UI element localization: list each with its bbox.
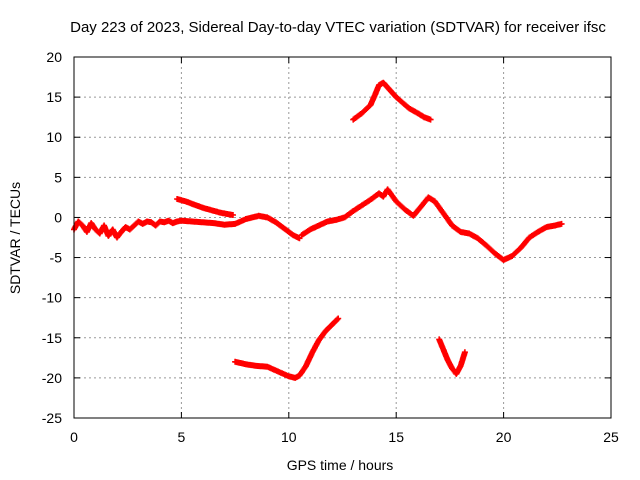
y-tick-label: -15	[42, 330, 62, 346]
x-tick-label: 0	[70, 429, 78, 445]
y-tick-label: 10	[46, 129, 62, 145]
series-arc-main-late	[298, 186, 565, 263]
series-markers	[174, 196, 236, 218]
y-tick-label: 5	[54, 169, 62, 185]
x-tick-label: 10	[281, 429, 297, 445]
y-tick-label: -10	[42, 290, 62, 306]
y-tick-label: -20	[42, 370, 62, 386]
x-tick-label: 20	[496, 429, 512, 445]
x-tick-label: 15	[388, 429, 404, 445]
y-tick-label: -5	[50, 250, 63, 266]
axis-ticks: 0 5 10 15 20 25 -25 -20 -15 -10 -5 0 5 10 15 20	[42, 49, 619, 445]
x-tick-label: 25	[603, 429, 619, 445]
y-tick-label: 15	[46, 89, 62, 105]
series-arc-upper-band	[350, 79, 434, 123]
chart-title: Day 223 of 2023, Sidereal Day-to-day VTE…	[70, 19, 606, 36]
series-arc-lower-left	[232, 315, 342, 381]
y-axis-label: SDTVAR / TECUs	[7, 182, 23, 294]
series-markers	[298, 186, 565, 263]
series-arc-lower-right	[436, 336, 468, 377]
grid-lines	[74, 57, 611, 418]
y-tick-label: 20	[46, 49, 62, 65]
series-arc-short-rising	[174, 196, 236, 218]
data-points	[71, 79, 565, 381]
y-tick-label: -25	[42, 410, 62, 426]
series-markers	[350, 79, 434, 123]
y-tick-label: 0	[54, 209, 62, 225]
x-axis-label: GPS time / hours	[287, 457, 394, 473]
x-tick-label: 5	[178, 429, 186, 445]
series-markers	[232, 315, 342, 381]
plot-frame	[73, 56, 612, 419]
series-markers	[436, 336, 468, 377]
